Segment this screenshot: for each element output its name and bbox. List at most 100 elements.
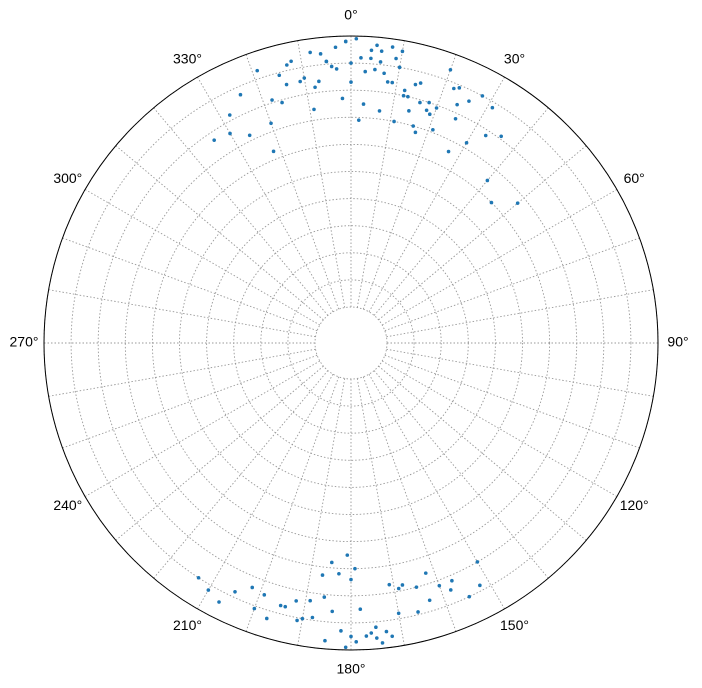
r-grid-line [287, 279, 415, 407]
theta-grid-line [373, 370, 549, 579]
point [300, 616, 305, 621]
point [322, 595, 327, 599]
point [427, 598, 432, 603]
point [427, 100, 431, 105]
point [345, 553, 350, 557]
point [343, 39, 348, 44]
point [340, 96, 345, 101]
point [382, 71, 386, 76]
point [394, 56, 398, 61]
theta-grid-line [153, 107, 329, 316]
point [269, 121, 273, 126]
theta-tick-label: 60° [624, 170, 645, 186]
point [483, 133, 488, 138]
point [255, 68, 260, 73]
point [284, 82, 289, 87]
point [337, 572, 341, 576]
theta-tick-label: 330° [173, 51, 202, 67]
point [285, 63, 289, 67]
point [233, 589, 237, 594]
point [283, 604, 288, 609]
theta-tick-label: 150° [500, 617, 529, 633]
theta-tick-label: 120° [620, 497, 649, 513]
point [475, 560, 480, 564]
theta-grid-line [356, 40, 405, 308]
theta-tick-label: 0° [344, 7, 357, 23]
r-grid-line [124, 116, 578, 570]
point [356, 118, 361, 122]
point [418, 100, 422, 105]
point [397, 65, 402, 70]
point [411, 124, 416, 128]
point [343, 645, 348, 650]
point [339, 629, 343, 633]
point [437, 583, 442, 588]
point [377, 109, 382, 113]
point [373, 67, 377, 72]
theta-grid-line [245, 54, 340, 310]
point [378, 60, 383, 64]
point [400, 583, 405, 587]
theta-grid-line [115, 145, 324, 321]
point [330, 609, 335, 614]
point [448, 67, 453, 72]
point [515, 201, 520, 205]
theta-tick-label: 30° [504, 51, 525, 67]
theta-grid-line [297, 378, 346, 646]
polar-frame [43, 35, 659, 651]
point [313, 85, 317, 90]
point [308, 50, 312, 55]
point [250, 585, 255, 590]
point [390, 80, 395, 85]
theta-grid-line [297, 40, 346, 308]
point [396, 611, 401, 616]
point [480, 94, 485, 98]
point [457, 86, 462, 90]
point [320, 573, 325, 577]
point [277, 73, 282, 78]
point [369, 56, 373, 61]
theta-grid-line [115, 365, 324, 541]
point [490, 105, 495, 110]
point [334, 67, 339, 71]
point [270, 98, 274, 102]
theta-grid-line [381, 360, 618, 497]
point [489, 200, 494, 205]
theta-grid-line [384, 237, 640, 332]
point [359, 56, 363, 60]
theta-tick-label: 210° [173, 617, 202, 633]
point [318, 52, 323, 56]
point [431, 127, 435, 132]
point [196, 575, 201, 580]
point [330, 560, 334, 565]
point [227, 113, 232, 117]
point [312, 107, 316, 112]
point [280, 100, 284, 105]
point [418, 81, 423, 85]
point [499, 134, 503, 139]
theta-grid-line [378, 145, 587, 321]
point [434, 106, 439, 110]
point [324, 59, 329, 64]
point [407, 109, 411, 113]
point [416, 610, 420, 614]
point [453, 116, 458, 121]
point [238, 92, 243, 97]
point [271, 149, 276, 154]
point [384, 629, 389, 634]
point [364, 634, 369, 638]
point [369, 631, 374, 635]
point [446, 149, 451, 154]
point [455, 102, 459, 107]
theta-grid-line [62, 237, 318, 332]
r-grid-line [179, 171, 523, 515]
point [401, 93, 406, 98]
r-grid-line [314, 306, 388, 380]
point [448, 588, 453, 592]
theta-grid-line [197, 373, 334, 610]
theta-tick-label: 180° [337, 661, 366, 677]
theta-grid-line [48, 289, 316, 338]
point [375, 43, 379, 48]
